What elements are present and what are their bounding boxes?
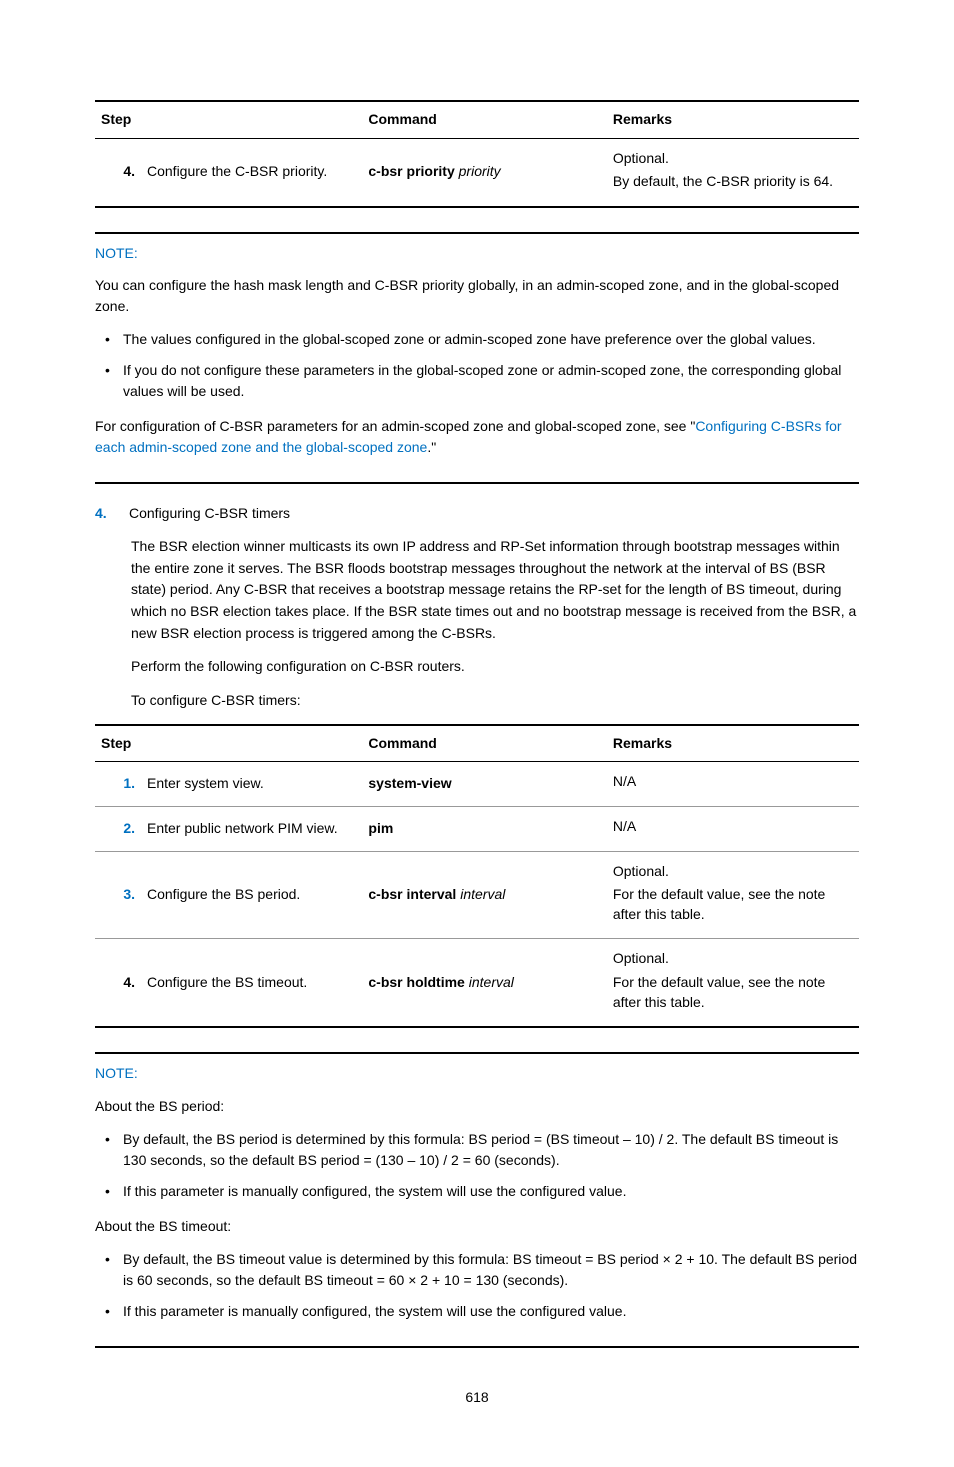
command-bold: c-bsr priority — [368, 163, 454, 179]
list-item: If you do not configure these parameters… — [95, 360, 859, 402]
list-item: By default, the BS timeout value is dete… — [95, 1249, 859, 1291]
section-title: Configuring C-BSR timers — [129, 505, 290, 521]
list-item: If this parameter is manually configured… — [95, 1181, 859, 1202]
step-text: Enter public network PIM view. — [147, 820, 338, 836]
remarks-line: Optional. — [613, 149, 853, 169]
step-number: 2. — [111, 819, 135, 839]
command-italic: priority — [455, 163, 501, 179]
command-italic: interval — [456, 886, 505, 902]
section-number: 4. — [95, 504, 119, 524]
divider — [95, 232, 859, 234]
note1-para1: You can configure the hash mask length a… — [95, 275, 859, 317]
list-item: By default, the BS period is determined … — [95, 1129, 859, 1171]
note-label: NOTE: — [95, 244, 859, 264]
table2-header-step: Step — [95, 725, 362, 762]
note1-para2: For configuration of C-BSR parameters fo… — [95, 416, 859, 458]
list-item: The values configured in the global-scop… — [95, 329, 859, 350]
page-number: 618 — [95, 1388, 859, 1408]
step-number: 3. — [111, 885, 135, 905]
cbsr-timers-table: Step Command Remarks 1. Enter system view… — [95, 724, 859, 1028]
divider — [95, 482, 859, 484]
table-row: 4. Configure the BS timeout. c-bsr holdtim… — [95, 939, 859, 1027]
section4-para3: To configure C-BSR timers: — [131, 690, 859, 712]
list-item: If this parameter is manually configured… — [95, 1301, 859, 1322]
note1-bullets: The values configured in the global-scop… — [95, 329, 859, 402]
remarks-line: Optional. — [613, 862, 853, 882]
section-heading: 4. Configuring C-BSR timers — [95, 504, 859, 524]
note2-sub1-bullets: By default, the BS period is determined … — [95, 1129, 859, 1202]
command-bold: c-bsr interval — [368, 886, 456, 902]
divider — [95, 1346, 859, 1348]
table-row: 2. Enter public network PIM view. pim N/A — [95, 806, 859, 851]
table2-header-command: Command — [362, 725, 606, 762]
remarks-line: For the default value, see the note afte… — [613, 973, 853, 1012]
remarks-line: Optional. — [613, 949, 853, 969]
step-number: 1. — [111, 774, 135, 794]
table-row: 1. Enter system view. system-view N/A — [95, 762, 859, 807]
step-text: Configure the BS period. — [147, 886, 300, 902]
step-number: 4. — [111, 973, 135, 993]
step-text: Configure the C-BSR priority. — [147, 163, 327, 179]
para-post: ." — [427, 439, 436, 455]
para-pre: For configuration of C-BSR parameters fo… — [95, 418, 695, 434]
table2-header-remarks: Remarks — [607, 725, 859, 762]
divider — [95, 1052, 859, 1054]
note2-sub2-bullets: By default, the BS timeout value is dete… — [95, 1249, 859, 1322]
table1-header-command: Command — [362, 101, 606, 138]
command-italic: interval — [465, 974, 514, 990]
table1-header-remarks: Remarks — [607, 101, 859, 138]
cbsr-priority-table: Step Command Remarks 4. Configure the C-B… — [95, 100, 859, 208]
step-text: Configure the BS timeout. — [147, 974, 307, 990]
step-number: 4. — [111, 162, 135, 182]
note-label: NOTE: — [95, 1064, 859, 1084]
section4-para2: Perform the following configuration on C… — [131, 656, 859, 678]
table-row: 4. Configure the C-BSR priority. c-bsr pr… — [95, 138, 859, 207]
note2-sub1-title: About the BS period: — [95, 1096, 859, 1117]
table1-header-step: Step — [95, 101, 362, 138]
remarks-line: N/A — [613, 772, 853, 792]
table-row: 3. Configure the BS period. c-bsr interval… — [95, 851, 859, 939]
section4-para1: The BSR election winner multicasts its o… — [131, 536, 859, 644]
remarks-line: For the default value, see the note afte… — [613, 885, 853, 924]
step-text: Enter system view. — [147, 775, 264, 791]
remarks-line: N/A — [613, 817, 853, 837]
command-bold: system-view — [368, 775, 451, 791]
command-bold: pim — [368, 820, 393, 836]
remarks-line: By default, the C-BSR priority is 64. — [613, 172, 853, 192]
command-bold: c-bsr holdtime — [368, 974, 464, 990]
note2-sub2-title: About the BS timeout: — [95, 1216, 859, 1237]
